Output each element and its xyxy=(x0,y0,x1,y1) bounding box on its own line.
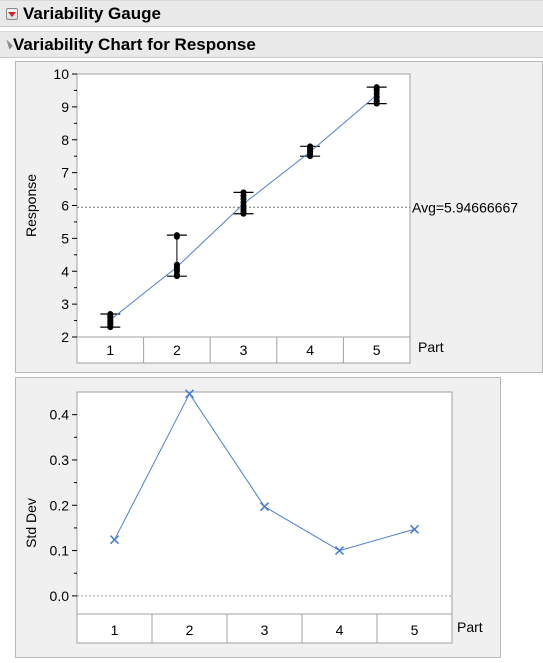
part-axis-label: 4 xyxy=(306,342,314,358)
part-axis-label: 5 xyxy=(373,342,381,358)
grand-average-label: Avg=5.94666667 xyxy=(412,199,518,215)
data-point xyxy=(173,261,180,268)
response-y-tick-label: 3 xyxy=(61,296,69,312)
stddev-y-tick-label: 0.3 xyxy=(50,452,70,468)
stddev-marker xyxy=(409,524,420,534)
report-title: Variability Gauge xyxy=(23,3,161,23)
data-point xyxy=(240,189,247,196)
stddev-part-axis-label: 3 xyxy=(261,622,269,638)
stddev-y-tick-label: 0.4 xyxy=(50,407,70,423)
response-y-tick-label: 5 xyxy=(61,230,69,246)
stddev-y-axis-title: Std Dev xyxy=(23,498,39,548)
variability-chart-header[interactable]: Variability Chart for Response xyxy=(0,31,543,58)
data-point xyxy=(107,310,114,317)
stddev-marker-stroke xyxy=(409,524,420,534)
stddev-marker-stroke xyxy=(334,546,345,556)
part-axis-label: 1 xyxy=(106,342,114,358)
stddev-marker-stroke xyxy=(184,389,195,399)
data-point xyxy=(173,232,180,239)
stddev-marker xyxy=(109,535,120,545)
stddev-marker xyxy=(184,389,195,399)
stddev-part-axis-title: Part xyxy=(457,619,483,635)
chart-subtitle: Variability Chart for Response xyxy=(13,34,256,54)
stddev-y-tick-label: 0.2 xyxy=(50,497,70,513)
response-y-tick-label: 8 xyxy=(61,132,69,148)
response-y-tick-label: 9 xyxy=(61,99,69,115)
response-y-tick-label: 7 xyxy=(61,165,69,181)
stddev-part-axis-label: 2 xyxy=(186,622,194,638)
data-point xyxy=(373,84,380,91)
part-axis-label: 2 xyxy=(173,342,181,358)
response-y-tick-label: 2 xyxy=(61,329,69,345)
variability-gauge-header[interactable]: Variability Gauge xyxy=(0,0,543,27)
stddev-marker-stroke xyxy=(109,535,120,545)
response-y-tick-label: 6 xyxy=(61,198,69,214)
part-axis-label: 3 xyxy=(240,342,248,358)
part-axis-title: Part xyxy=(418,339,444,355)
stddev-y-tick-label: 0.1 xyxy=(50,543,70,559)
stddev-marker xyxy=(259,502,270,512)
stddev-marker xyxy=(334,546,345,556)
response-y-tick-label: 4 xyxy=(61,263,69,279)
stddev-part-axis-label: 4 xyxy=(336,622,344,638)
part-axis-box xyxy=(76,336,411,364)
stddev-plot-area xyxy=(76,391,453,615)
stddev-part-axis-label: 1 xyxy=(111,622,119,638)
stddev-part-axis-label: 5 xyxy=(411,622,419,638)
stddev-part-axis-box xyxy=(76,613,453,644)
response-y-tick-label: 10 xyxy=(53,66,69,82)
red-triangle-menu-icon[interactable] xyxy=(6,7,18,20)
response-y-axis-title: Response xyxy=(23,174,39,237)
stddev-y-tick-label: 0.0 xyxy=(50,588,70,604)
stddev-marker-stroke xyxy=(259,502,270,512)
data-point xyxy=(307,143,314,150)
